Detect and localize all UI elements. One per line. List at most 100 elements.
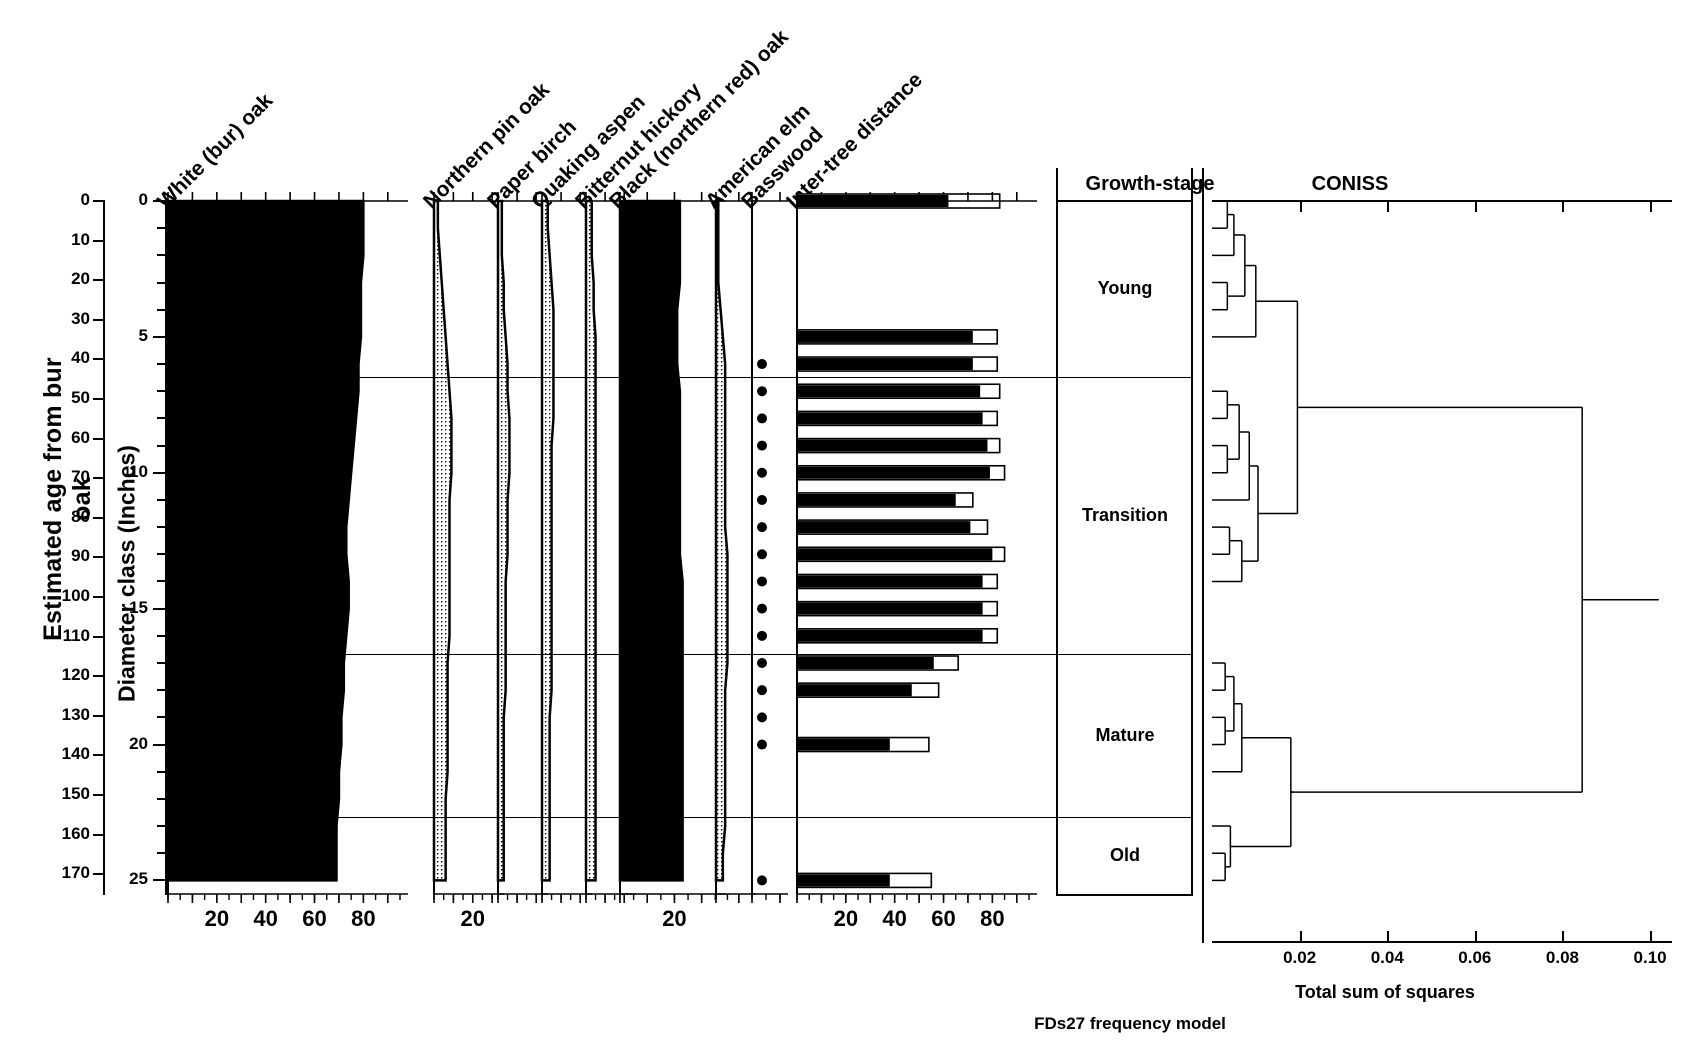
- y-axis-outer-tick-label: 140: [61, 744, 90, 764]
- bar-outline: [796, 410, 999, 427]
- y-axis-outer-tick-label: 50: [71, 388, 90, 407]
- coniss-axis-label: Total sum of squares: [1295, 982, 1475, 1002]
- taxa-curve: [714, 199, 729, 882]
- y-axis-outer-tick-mark: [93, 279, 105, 282]
- bar-filled: [797, 548, 993, 561]
- y-axis-inner-tick-mark: [157, 553, 166, 556]
- coniss-tick-label: 0.04: [1370, 948, 1404, 967]
- coniss-tick-mark: [1387, 931, 1390, 941]
- y-axis-inner-tick-mark: [153, 471, 166, 474]
- taxa-curve: [584, 199, 597, 882]
- y-axis-outer-tick-mark: [93, 873, 105, 876]
- coniss-tick-label: 0.06: [1458, 948, 1492, 967]
- y-axis-inner-tick-label: 0: [138, 190, 148, 209]
- bar-outline: [796, 329, 999, 345]
- y-axis-inner-tick-mark: [157, 498, 166, 501]
- coniss-tick-mark: [1562, 202, 1565, 212]
- y-axis-outer-tick-mark: [93, 754, 105, 757]
- bar-filled: [797, 657, 934, 669]
- taxon-label-white-bur-oak: White (bur) oak: [153, 88, 278, 214]
- bar-outline: [796, 464, 1006, 481]
- x-axis-tick-label: 60: [302, 906, 327, 931]
- y-axis-inner-tick-label: 15: [129, 597, 148, 617]
- coniss-tick-mark: [1650, 931, 1653, 941]
- presence-dot: [757, 712, 767, 723]
- y-axis-outer-tick-label: 170: [61, 863, 90, 883]
- y-axis-outer-tick-label: 20: [71, 269, 90, 289]
- bar-filled: [797, 493, 956, 506]
- bar-outline: [796, 655, 959, 671]
- x-axis-tick-label: 80: [351, 906, 376, 931]
- coniss-title: CONISS: [1311, 173, 1389, 195]
- coniss-top-rule: [1212, 200, 1672, 202]
- presence-dot: [757, 549, 767, 560]
- y-axis-outer-tick-label: 0: [80, 190, 90, 209]
- y-axis-inner-tick-label: 10: [129, 461, 148, 481]
- y-axis-outer-label: Estimated age from bur oak: [39, 357, 96, 641]
- bar-filled: [797, 684, 912, 697]
- presence-dot: [757, 359, 767, 370]
- y-axis-outer-tick-mark: [93, 477, 105, 480]
- coniss-dendrogram: [1212, 200, 1659, 882]
- bar-outline: [796, 519, 989, 535]
- presence-dot: [757, 386, 767, 397]
- presence-dot: [757, 576, 767, 587]
- y-axis-inner-tick-label: 5: [138, 325, 148, 345]
- y-axis-inner-tick-mark: [157, 662, 166, 664]
- y-axis-outer-tick-mark: [93, 833, 105, 836]
- growth-stage-left-border: [1056, 168, 1058, 895]
- y-axis-outer-tick-label: 40: [71, 348, 90, 368]
- bar-outline: [796, 383, 1001, 400]
- y-axis-inner-tick-mark: [153, 743, 166, 746]
- bar-outline: [796, 492, 974, 508]
- y-axis-outer-tick-mark: [93, 200, 105, 202]
- y-axis-outer-tick-mark: [93, 516, 105, 519]
- presence-dot: [757, 685, 767, 696]
- y-axis-inner-tick-label: 20: [129, 733, 148, 753]
- y-axis-inner-tick-mark: [153, 200, 166, 202]
- y-axis-inner-tick-mark: [157, 770, 166, 773]
- y-axis-outer-tick-label: 70: [71, 467, 90, 487]
- y-axis-inner-tick-mark: [157, 417, 166, 420]
- coniss-tick-mark: [1562, 931, 1565, 941]
- y-axis-inner-tick-mark: [153, 879, 166, 882]
- y-axis-outer-tick-label: 90: [71, 546, 90, 566]
- coniss-tick-label: 0.08: [1545, 948, 1580, 967]
- y-axis-inner-tick-mark: [157, 852, 166, 855]
- growth-stage-zone-mature: Mature: [1095, 725, 1155, 746]
- y-axis-outer-tick-label: 130: [61, 704, 90, 724]
- y-axis-outer-tick-label: 60: [71, 427, 90, 447]
- bar-outline: [796, 193, 1001, 209]
- coniss-bottom-rule: [1212, 941, 1672, 943]
- coniss-tick-mark: [1299, 931, 1302, 941]
- zone-boundary-line: [168, 653, 1193, 656]
- x-axis-tick-label: 20: [833, 906, 859, 931]
- y-axis-inner-tick-mark: [157, 363, 166, 366]
- coniss-tick-mark: [1474, 931, 1477, 941]
- y-axis-inner-tick-mark: [157, 281, 166, 284]
- y-axis-inner-tick-mark: [157, 308, 166, 311]
- growth-stage-title: Growth-stage: [1085, 173, 1215, 195]
- y-axis-inner-tick-mark: [153, 335, 166, 338]
- growth-stage-zone-young: Young: [1097, 278, 1153, 299]
- bar-filled: [797, 738, 890, 751]
- bar-filled: [797, 358, 973, 371]
- y-axis-outer-tick-label: 160: [61, 823, 90, 843]
- y-axis-inner-tick-mark: [153, 607, 166, 610]
- y-axis-inner-tick-mark: [157, 390, 166, 393]
- y-axis-outer-tick-mark: [93, 239, 105, 242]
- presence-dot: [757, 494, 767, 505]
- y-axis-outer-tick-label: 100: [61, 586, 90, 605]
- y-axis-outer-tick-mark: [93, 318, 105, 321]
- y-axis-outer-tick-label: 150: [61, 784, 90, 803]
- presence-dot: [757, 658, 767, 668]
- zone-boundary-line: [168, 816, 1193, 819]
- bar-filled: [797, 195, 949, 207]
- presence-dot: [757, 413, 767, 424]
- bar-filled: [797, 439, 988, 452]
- y-axis-outer-tick-mark: [93, 437, 105, 440]
- presence-dot: [757, 467, 767, 478]
- bar-filled: [797, 521, 971, 534]
- y-axis-inner-tick-mark: [157, 227, 166, 230]
- y-axis-inner-tick-label: 25: [129, 869, 148, 889]
